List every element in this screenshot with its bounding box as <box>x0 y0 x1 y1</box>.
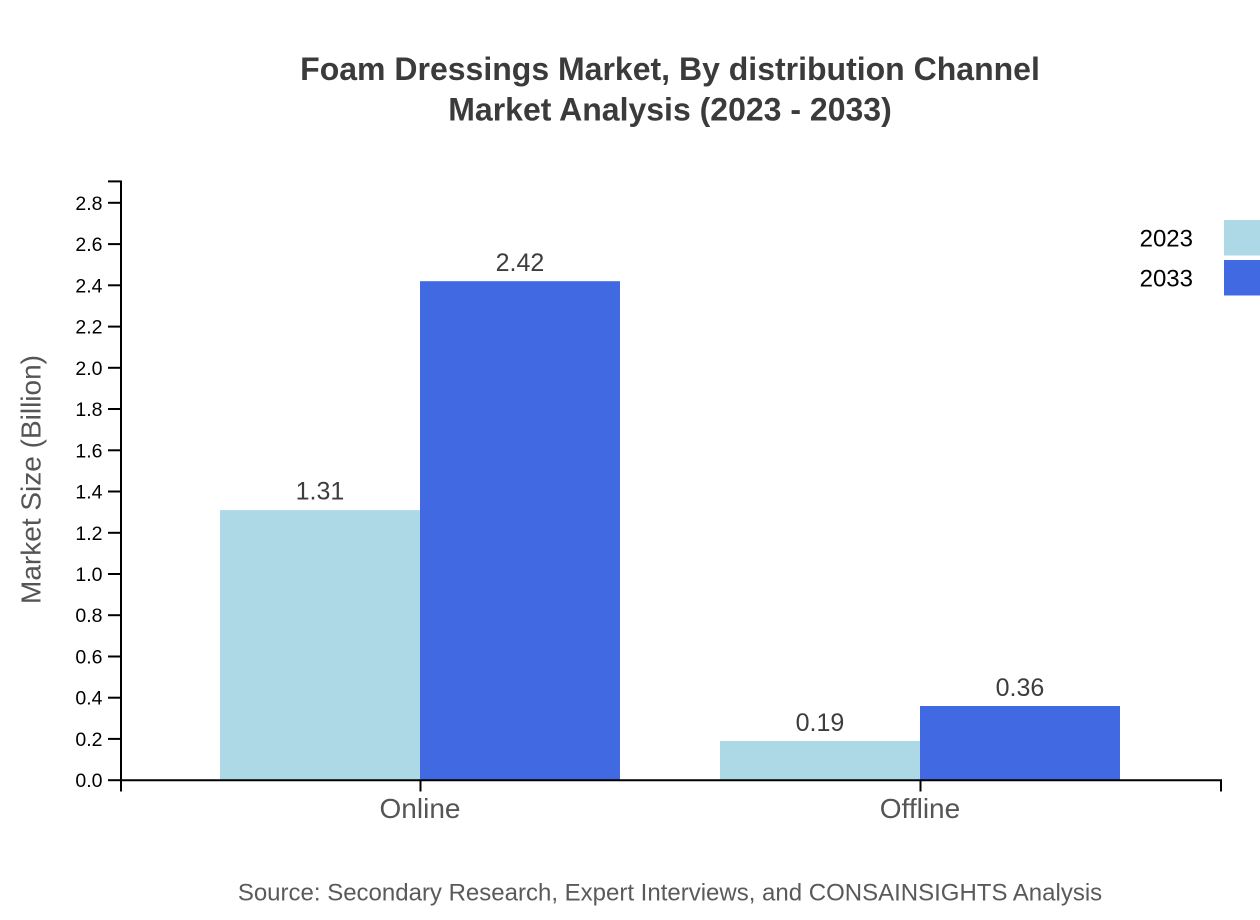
svg-text:0.8: 0.8 <box>75 605 102 627</box>
svg-text:2.8: 2.8 <box>75 193 102 215</box>
svg-text:0.2: 0.2 <box>75 729 102 751</box>
svg-text:Online: Online <box>380 793 461 824</box>
svg-text:1.6: 1.6 <box>75 440 102 462</box>
svg-text:2.42: 2.42 <box>496 249 545 277</box>
svg-text:1.0: 1.0 <box>75 564 102 586</box>
svg-text:2033: 2033 <box>1140 266 1193 293</box>
svg-text:Offline: Offline <box>880 793 960 824</box>
svg-text:Source: Secondary Research, Ex: Source: Secondary Research, Expert Inter… <box>238 880 1102 907</box>
svg-text:1.2: 1.2 <box>75 523 102 545</box>
svg-text:1.4: 1.4 <box>75 482 102 504</box>
svg-text:Market Analysis (2023 - 2033): Market Analysis (2023 - 2033) <box>448 92 892 128</box>
svg-text:2.2: 2.2 <box>75 317 102 339</box>
svg-text:0.19: 0.19 <box>796 709 845 737</box>
svg-text:2.4: 2.4 <box>75 275 102 297</box>
svg-text:2.0: 2.0 <box>75 358 102 380</box>
svg-text:0.36: 0.36 <box>996 674 1045 702</box>
svg-text:2023: 2023 <box>1140 226 1193 253</box>
svg-text:1.31: 1.31 <box>296 478 345 506</box>
svg-text:1.8: 1.8 <box>75 399 102 421</box>
svg-text:0.4: 0.4 <box>75 688 102 710</box>
svg-text:2.6: 2.6 <box>75 234 102 256</box>
svg-text:Market Size (Billion): Market Size (Billion) <box>16 355 47 604</box>
svg-text:0.0: 0.0 <box>75 770 102 792</box>
svg-text:Foam Dressings Market, By dist: Foam Dressings Market, By distribution C… <box>300 51 1040 87</box>
svg-text:0.6: 0.6 <box>75 647 102 669</box>
